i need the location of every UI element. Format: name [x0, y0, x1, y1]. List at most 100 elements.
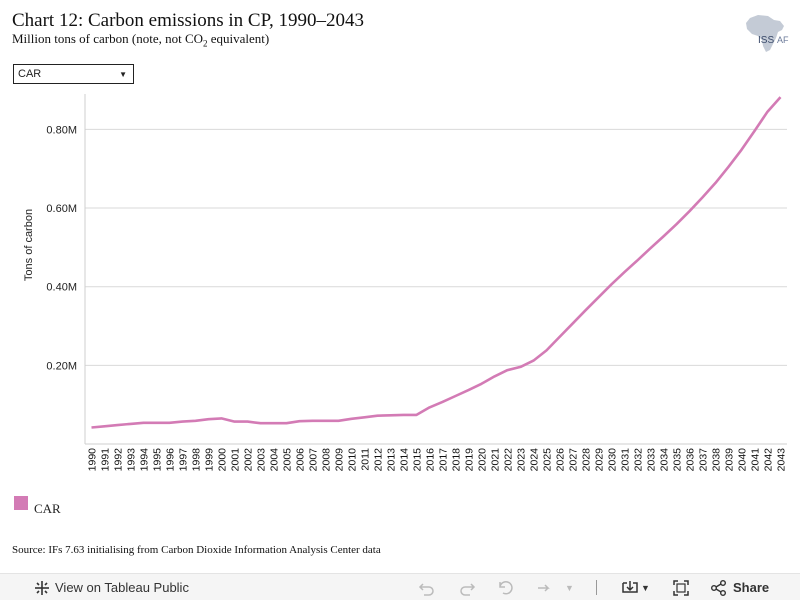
x-tick-label: 2006 — [295, 448, 307, 472]
x-tick-label: 2003 — [256, 448, 268, 472]
x-tick-label: 1998 — [191, 448, 203, 472]
x-tick-label: 2010 — [347, 448, 359, 472]
x-tick-label: 2027 — [568, 448, 580, 472]
download-icon — [622, 580, 638, 593]
x-tick-label: 2017 — [438, 448, 450, 472]
x-tick-label: 1991 — [100, 448, 112, 472]
redo-icon — [460, 582, 476, 596]
x-tick-label: 2036 — [685, 448, 697, 472]
subtitle-text: Million tons of carbon (note, not CO — [12, 31, 204, 46]
x-tick-label: 2025 — [542, 448, 554, 472]
x-tick-label: 2005 — [282, 448, 294, 472]
subtitle-subscript: 2 — [203, 38, 208, 49]
x-tick-label: 2042 — [763, 448, 775, 472]
series-lines — [91, 96, 782, 429]
x-tick-label: 2002 — [243, 448, 255, 472]
x-tick-label: 1999 — [204, 448, 216, 472]
source-note: Source: IFs 7.63 initialising from Carbo… — [12, 544, 381, 556]
refresh-icon — [538, 583, 550, 592]
x-tick-label: 2043 — [776, 448, 788, 472]
x-tick-label: 2012 — [373, 448, 385, 472]
x-tick-label: 2029 — [594, 448, 606, 472]
x-tick-label: 1995 — [152, 448, 164, 472]
dropdown-arrow-icon: ▼ — [119, 70, 127, 79]
y-tick-label: 0.20M — [46, 360, 77, 372]
dropdown-selected-value: CAR — [18, 68, 42, 80]
x-tick-label: 2001 — [230, 448, 242, 472]
x-tick-label: 2037 — [698, 448, 710, 472]
x-tick-label: 2022 — [503, 448, 515, 472]
y-tick-label: 0.80M — [46, 124, 77, 136]
x-tick-label: 2000 — [217, 448, 229, 472]
x-tick-label: 2028 — [581, 448, 593, 472]
x-tick-label: 2034 — [659, 448, 671, 472]
refresh-menu-chevron-down-icon[interactable]: ▼ — [565, 582, 574, 593]
x-tick-label: 2024 — [529, 448, 541, 472]
x-tick-label: 2019 — [464, 448, 476, 472]
download-chevron-down-icon: ▼ — [641, 582, 650, 593]
legend-swatch-car — [14, 496, 28, 510]
redo-button[interactable] — [458, 574, 476, 600]
revert-icon — [499, 580, 513, 594]
x-axis: 1990 1991 1992 1993 1994 1995 1996 1997 1998 1999… — [87, 448, 788, 472]
logo-text-af: AF — [777, 35, 789, 45]
share-icon — [711, 579, 726, 596]
x-tick-label: 2023 — [516, 448, 528, 472]
africa-map-icon — [746, 15, 784, 52]
x-tick-label: 1992 — [113, 448, 125, 472]
x-tick-label: 2020 — [477, 448, 489, 472]
grid-lines — [85, 128, 787, 366]
x-tick-label: 2016 — [425, 448, 437, 472]
x-tick-label: 2018 — [451, 448, 463, 472]
x-tick-label: 2021 — [490, 448, 502, 472]
share-button[interactable]: Share — [710, 574, 769, 600]
x-tick-label: 1993 — [126, 448, 138, 472]
y-tick-label: 0.60M — [46, 203, 77, 215]
x-tick-label: 2013 — [386, 448, 398, 472]
refresh-button[interactable] — [535, 574, 553, 600]
share-label: Share — [733, 580, 770, 595]
chart-title: Chart 12: Carbon emissions in CP, 1990–2… — [12, 10, 365, 31]
x-tick-label: 2035 — [672, 448, 684, 472]
y-axis-title: Tons of carbon — [23, 209, 35, 281]
series-line-car — [91, 96, 782, 429]
x-tick-label: 2033 — [646, 448, 658, 472]
x-tick-label: 2038 — [711, 448, 723, 472]
undo-icon — [418, 582, 434, 596]
x-tick-label: 2014 — [399, 448, 411, 472]
x-tick-label: 2041 — [750, 448, 762, 472]
x-tick-label: 2008 — [321, 448, 333, 472]
x-tick-label: 2032 — [633, 448, 645, 472]
x-tick-label: 2009 — [334, 448, 346, 472]
tableau-icon — [35, 580, 49, 595]
issafrica-logo: ISS AF — [746, 15, 789, 52]
x-tick-label: 2015 — [412, 448, 424, 472]
x-tick-label: 1994 — [139, 448, 151, 472]
legend-label-car: CAR — [34, 501, 61, 516]
chart-subtitle: Million tons of carbon (note, not CO2 eq… — [12, 31, 269, 49]
x-tick-label: 2031 — [620, 448, 632, 472]
view-on-tableau-public-link[interactable]: View on Tableau Public — [33, 574, 189, 600]
y-tick-label: 0.40M — [46, 282, 77, 294]
view-on-tableau-label: View on Tableau Public — [55, 580, 189, 595]
x-tick-label: 1996 — [165, 448, 177, 472]
x-tick-label: 2026 — [555, 448, 567, 472]
subtitle-text-end: equivalent) — [207, 31, 270, 46]
x-tick-label: 2007 — [308, 448, 320, 472]
line-chart: 0.20M 0.40M 0.60M 0.80M Tons of carbon 1990… — [23, 94, 788, 472]
country-filter-dropdown[interactable]: CAR ▼ — [13, 64, 134, 84]
fullscreen-button[interactable] — [672, 574, 690, 600]
logo-text-iss: ISS — [758, 35, 774, 46]
fullscreen-icon — [673, 579, 689, 596]
undo-button[interactable] — [418, 574, 436, 600]
x-tick-label: 2011 — [360, 448, 372, 471]
tableau-toolbar: View on Tableau Public ▼ ▼ Share — [0, 573, 800, 600]
x-tick-label: 2039 — [724, 448, 736, 472]
toolbar-divider — [596, 580, 597, 595]
x-tick-label: 1990 — [87, 448, 99, 472]
x-tick-label: 2030 — [607, 448, 619, 472]
y-axis: 0.20M 0.40M 0.60M 0.80M — [46, 94, 787, 445]
x-tick-label: 2040 — [737, 448, 749, 472]
download-button[interactable]: ▼ — [621, 574, 650, 600]
revert-button[interactable] — [497, 574, 515, 600]
